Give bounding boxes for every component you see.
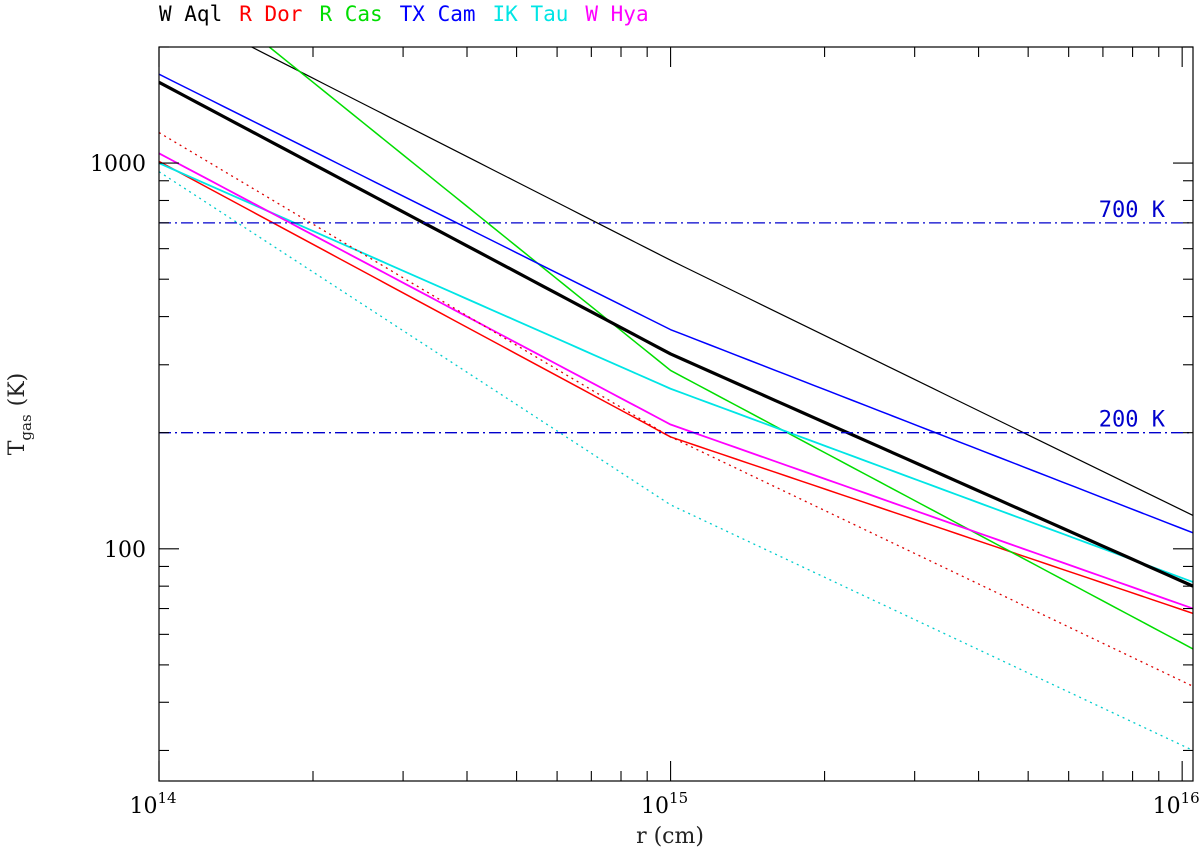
legend: W Aql R Dor R Cas TX Cam IK Tau W Hya <box>159 2 649 26</box>
legend-item-w-hya: W Hya <box>585 2 648 26</box>
series-line-unlabeled-8 <box>159 171 1193 752</box>
x-axis-title: r (cm) <box>636 824 704 849</box>
y-axis-title-unit: (K) <box>5 373 30 407</box>
y-tick-label: 100 <box>104 538 146 563</box>
y-tick-label: 1000 <box>90 152 146 177</box>
legend-item-ik-tau: IK Tau <box>493 2 569 26</box>
legend-text: W Aql R Dor R Cas TX Cam IK Tau W Hya <box>159 2 649 26</box>
legend-item-r-cas: R Cas <box>319 2 382 26</box>
x-tick-base: 10 <box>129 794 157 819</box>
series-layer <box>159 47 1193 752</box>
y-axis-title: Tgas (K) <box>5 373 35 456</box>
series-line-w-aql <box>250 47 1193 517</box>
axis-ticks <box>158 46 1193 781</box>
x-tick-label: 1015 <box>641 789 688 819</box>
series-line-unlabeled-7 <box>159 132 1193 687</box>
series-line-unlabeled-6 <box>159 80 1193 588</box>
x-tick-exponent: 16 <box>1181 789 1200 807</box>
plot-frame <box>158 46 1194 782</box>
series-line-r-cas <box>268 47 1193 650</box>
reference-line-label-0: 700 K <box>1099 198 1166 223</box>
legend-item-tx-cam: TX Cam <box>400 2 476 26</box>
x-tick-exponent: 15 <box>669 789 688 807</box>
y-axis-title-sub: gas <box>17 414 35 440</box>
legend-item-w-aql: W Aql <box>159 2 222 26</box>
series-line-ik-tau <box>159 162 1193 583</box>
series-line-r-dor <box>159 160 1193 615</box>
x-tick-base: 10 <box>641 794 669 819</box>
x-tick-label: 1016 <box>1153 789 1200 819</box>
series-line-w-hya <box>159 152 1193 610</box>
series-line-tx-cam <box>159 73 1193 534</box>
y-axis-title-main: T <box>5 440 30 455</box>
reference-line-label-1: 200 K <box>1099 408 1166 433</box>
x-tick-base: 10 <box>1153 794 1181 819</box>
x-tick-label: 1014 <box>129 789 176 819</box>
x-tick-exponent: 14 <box>157 789 176 807</box>
reference-lines: 700 K 200 K <box>159 198 1193 434</box>
legend-item-r-dor: R Dor <box>239 2 302 26</box>
